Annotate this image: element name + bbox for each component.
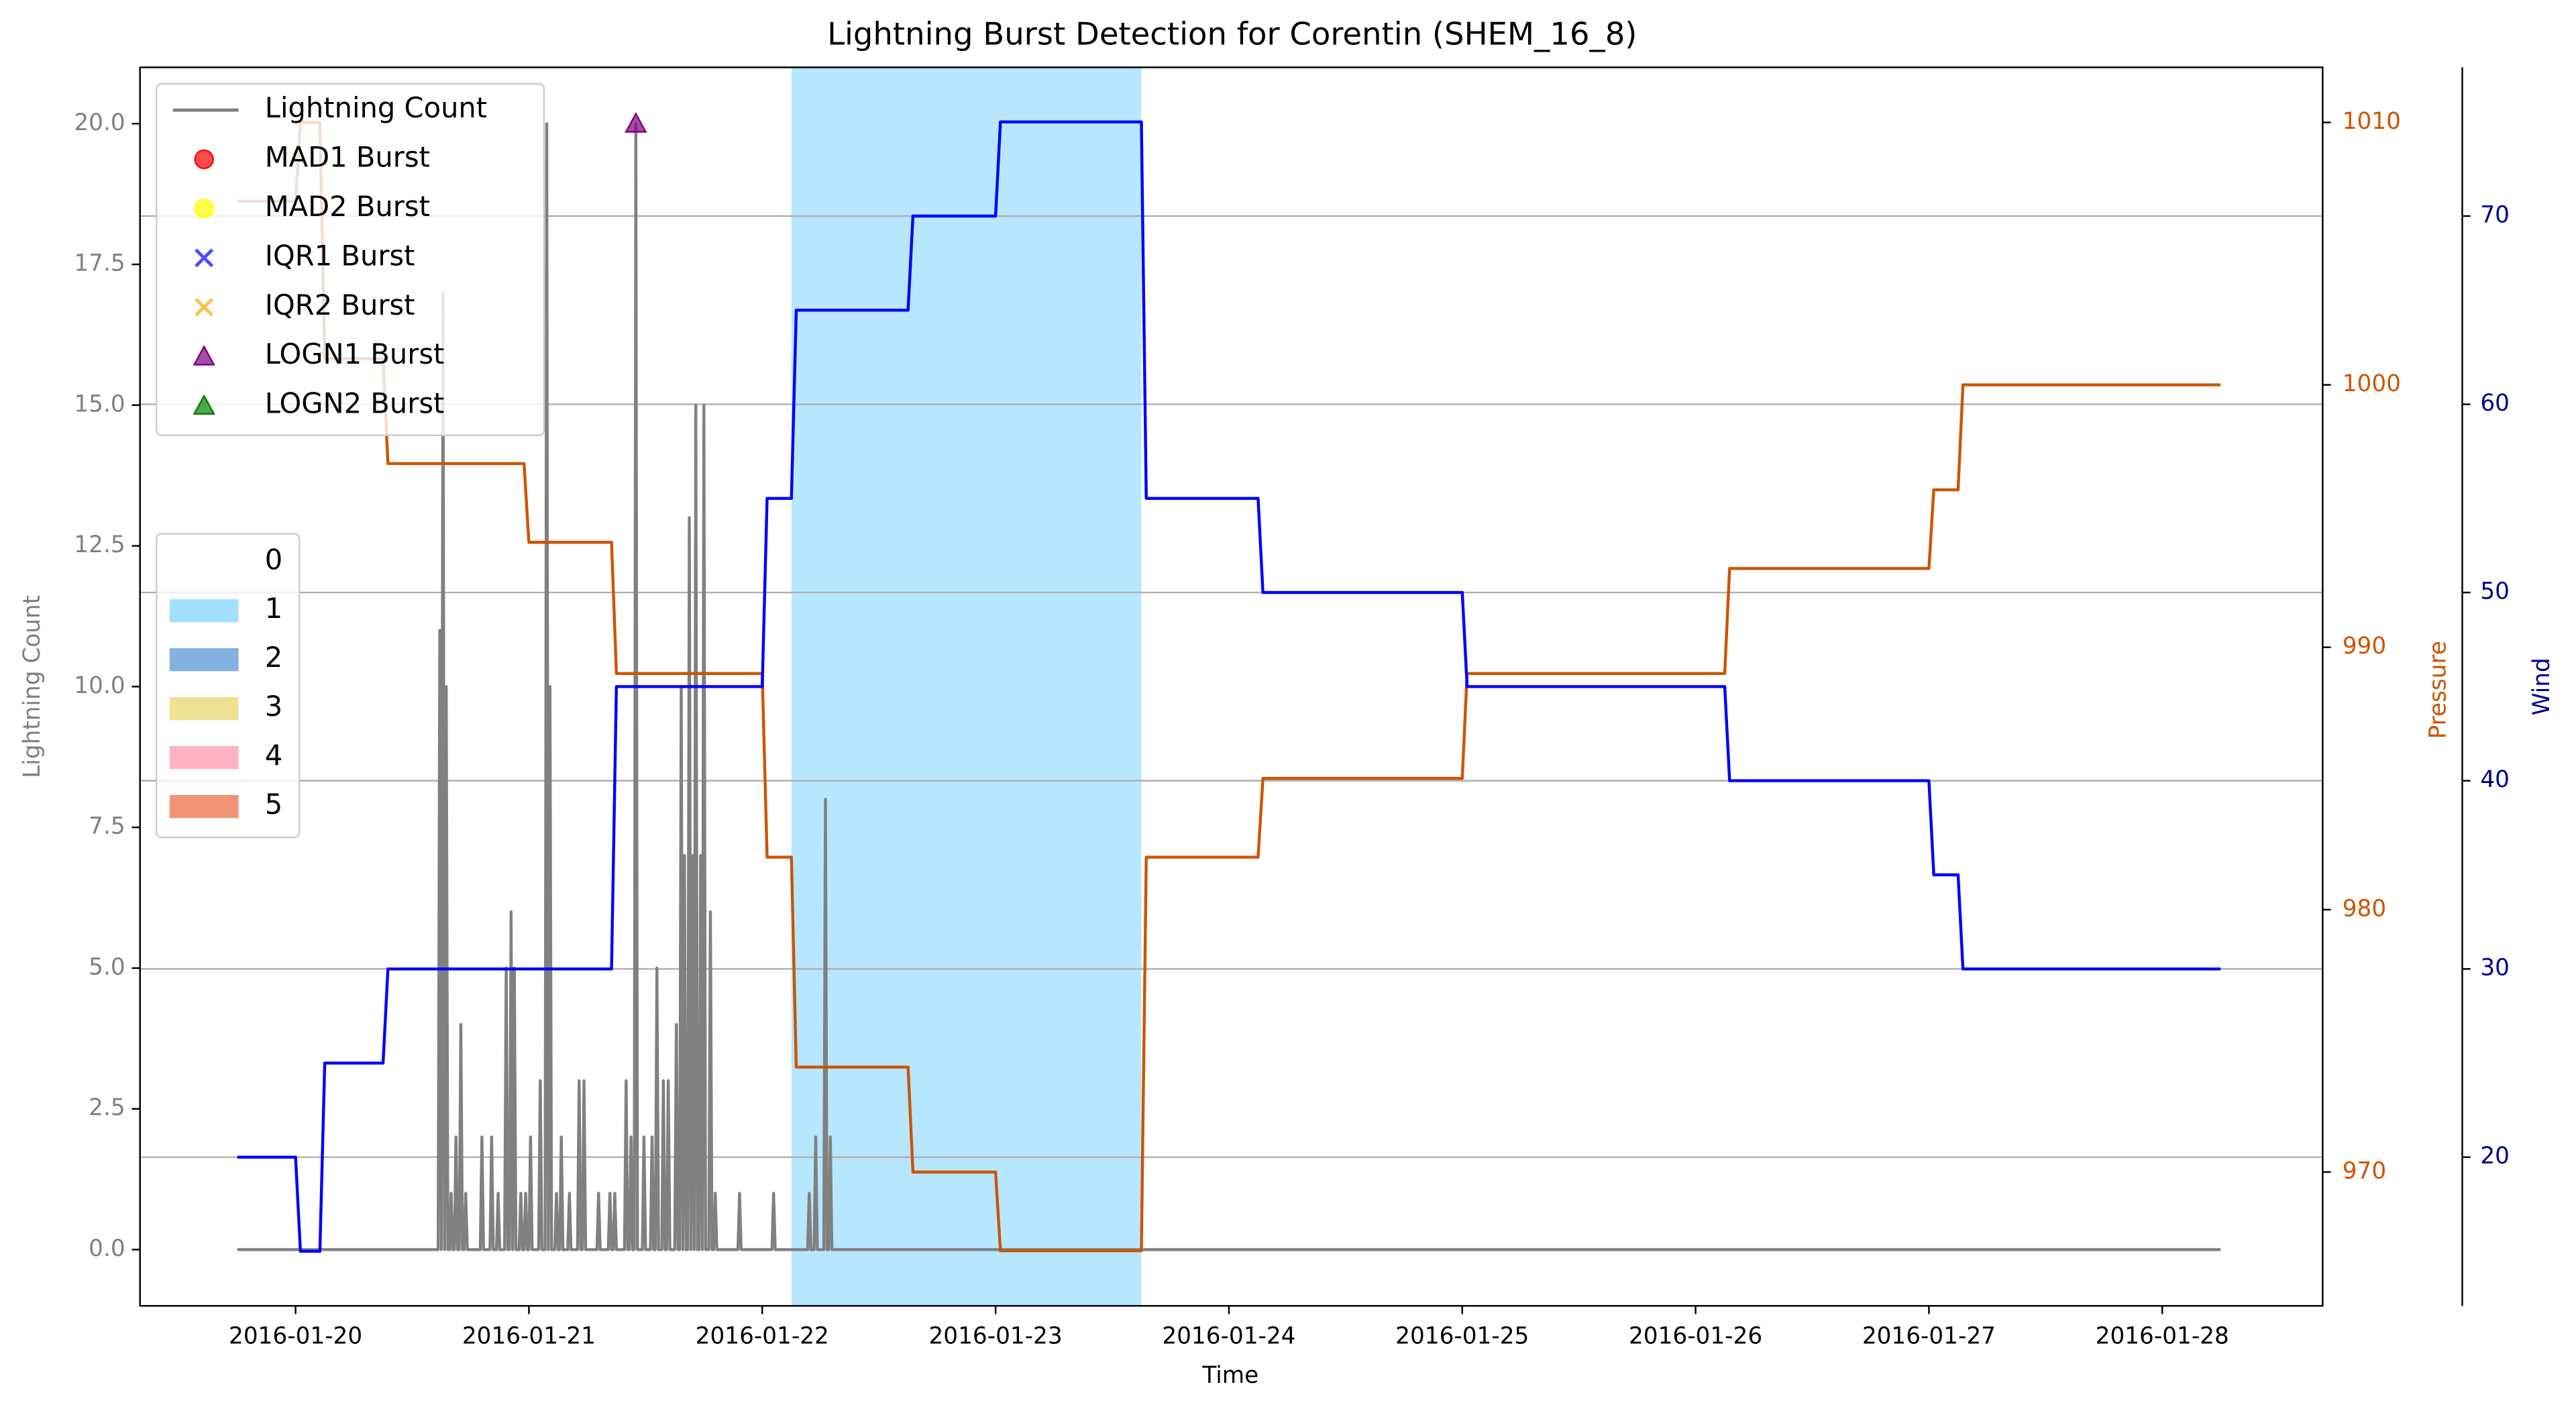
y2-tick-label: 1010	[2343, 108, 2401, 135]
legend-swatch	[169, 794, 239, 819]
legend-label: LOGN1 Burst	[265, 337, 445, 370]
shading-legend: 0 1 2 3 4 5	[155, 533, 301, 839]
y3-tick-label: 60	[2480, 390, 2510, 417]
y3-tick-label: 30	[2480, 955, 2510, 982]
y2-tick-label: 980	[2343, 895, 2386, 922]
y3-axis-label: Wind	[2528, 658, 2555, 715]
y-tick-label: 17.5	[74, 250, 125, 277]
legend-marker	[193, 345, 215, 366]
legend-label: 4	[265, 739, 282, 772]
y-tick-label: 12.5	[74, 531, 125, 558]
y-tick-label: 0.0	[89, 1235, 125, 1262]
legend-swatch	[169, 745, 239, 770]
legend-label: 0	[265, 543, 282, 576]
legend-marker	[194, 149, 214, 170]
y-tick-label: 15.0	[74, 390, 125, 417]
y3-tick-label: 20	[2480, 1143, 2510, 1169]
legend-label: 2	[265, 641, 282, 674]
chart-title: Lightning Burst Detection for Corentin (…	[827, 15, 1637, 52]
x-tick-label: 2016-01-23	[929, 1322, 1063, 1349]
legend-label: Lightning Count	[265, 91, 487, 124]
y2-axis-label: Pressure	[2425, 641, 2452, 739]
legend-label: IQR1 Burst	[265, 239, 415, 272]
legend-marker	[195, 297, 214, 317]
y-tick-label: 7.5	[89, 813, 125, 840]
y-tick-label: 2.5	[89, 1094, 125, 1121]
x-tick-label: 2016-01-20	[229, 1322, 362, 1349]
x-axis-label: Time	[1201, 1362, 1258, 1389]
legend-label: MAD2 Burst	[265, 190, 430, 223]
legend-label: 5	[265, 788, 282, 821]
y3-tick-label: 70	[2480, 202, 2510, 229]
legend-marker	[194, 199, 214, 219]
y3-tick-label: 50	[2480, 578, 2510, 605]
legend-label: LOGN2 Burst	[265, 387, 445, 420]
legend-label: IQR2 Burst	[265, 289, 415, 321]
legend-swatch	[169, 550, 239, 574]
legend-swatch	[169, 697, 239, 721]
legend-swatch	[169, 599, 239, 623]
legend-label: 3	[265, 690, 282, 723]
x-tick-label: 2016-01-25	[1395, 1322, 1529, 1349]
legend-marker	[195, 248, 214, 268]
y-tick-label: 20.0	[74, 109, 125, 136]
legend-marker	[193, 394, 215, 415]
legend-swatch	[169, 648, 239, 672]
legend-label: 1	[265, 592, 282, 625]
series-line	[237, 120, 2221, 1253]
x-tick-label: 2016-01-24	[1162, 1322, 1295, 1349]
marker	[625, 112, 647, 133]
y2-tick-label: 1000	[2343, 370, 2401, 397]
y2-tick-label: 970	[2343, 1157, 2386, 1184]
y-tick-label: 5.0	[89, 953, 125, 980]
y-tick-label: 10.0	[74, 672, 125, 699]
x-tick-label: 2016-01-22	[696, 1322, 829, 1349]
series-line	[237, 122, 2221, 1251]
x-tick-label: 2016-01-21	[462, 1322, 596, 1349]
y-axis-label: Lightning Count	[19, 595, 46, 778]
legend-label: MAD1 Burst	[265, 140, 430, 173]
x-tick-label: 2016-01-28	[2096, 1322, 2229, 1349]
shaded-span	[791, 67, 1142, 1306]
legend-box	[155, 83, 545, 436]
x-tick-label: 2016-01-27	[1862, 1322, 1996, 1349]
y2-tick-label: 990	[2343, 633, 2386, 660]
x-tick-label: 2016-01-26	[1629, 1322, 1762, 1349]
legend: Lightning Count MAD1 Burst MAD2 Burst IQR1 …	[155, 83, 545, 436]
y3-tick-label: 40	[2480, 766, 2510, 793]
